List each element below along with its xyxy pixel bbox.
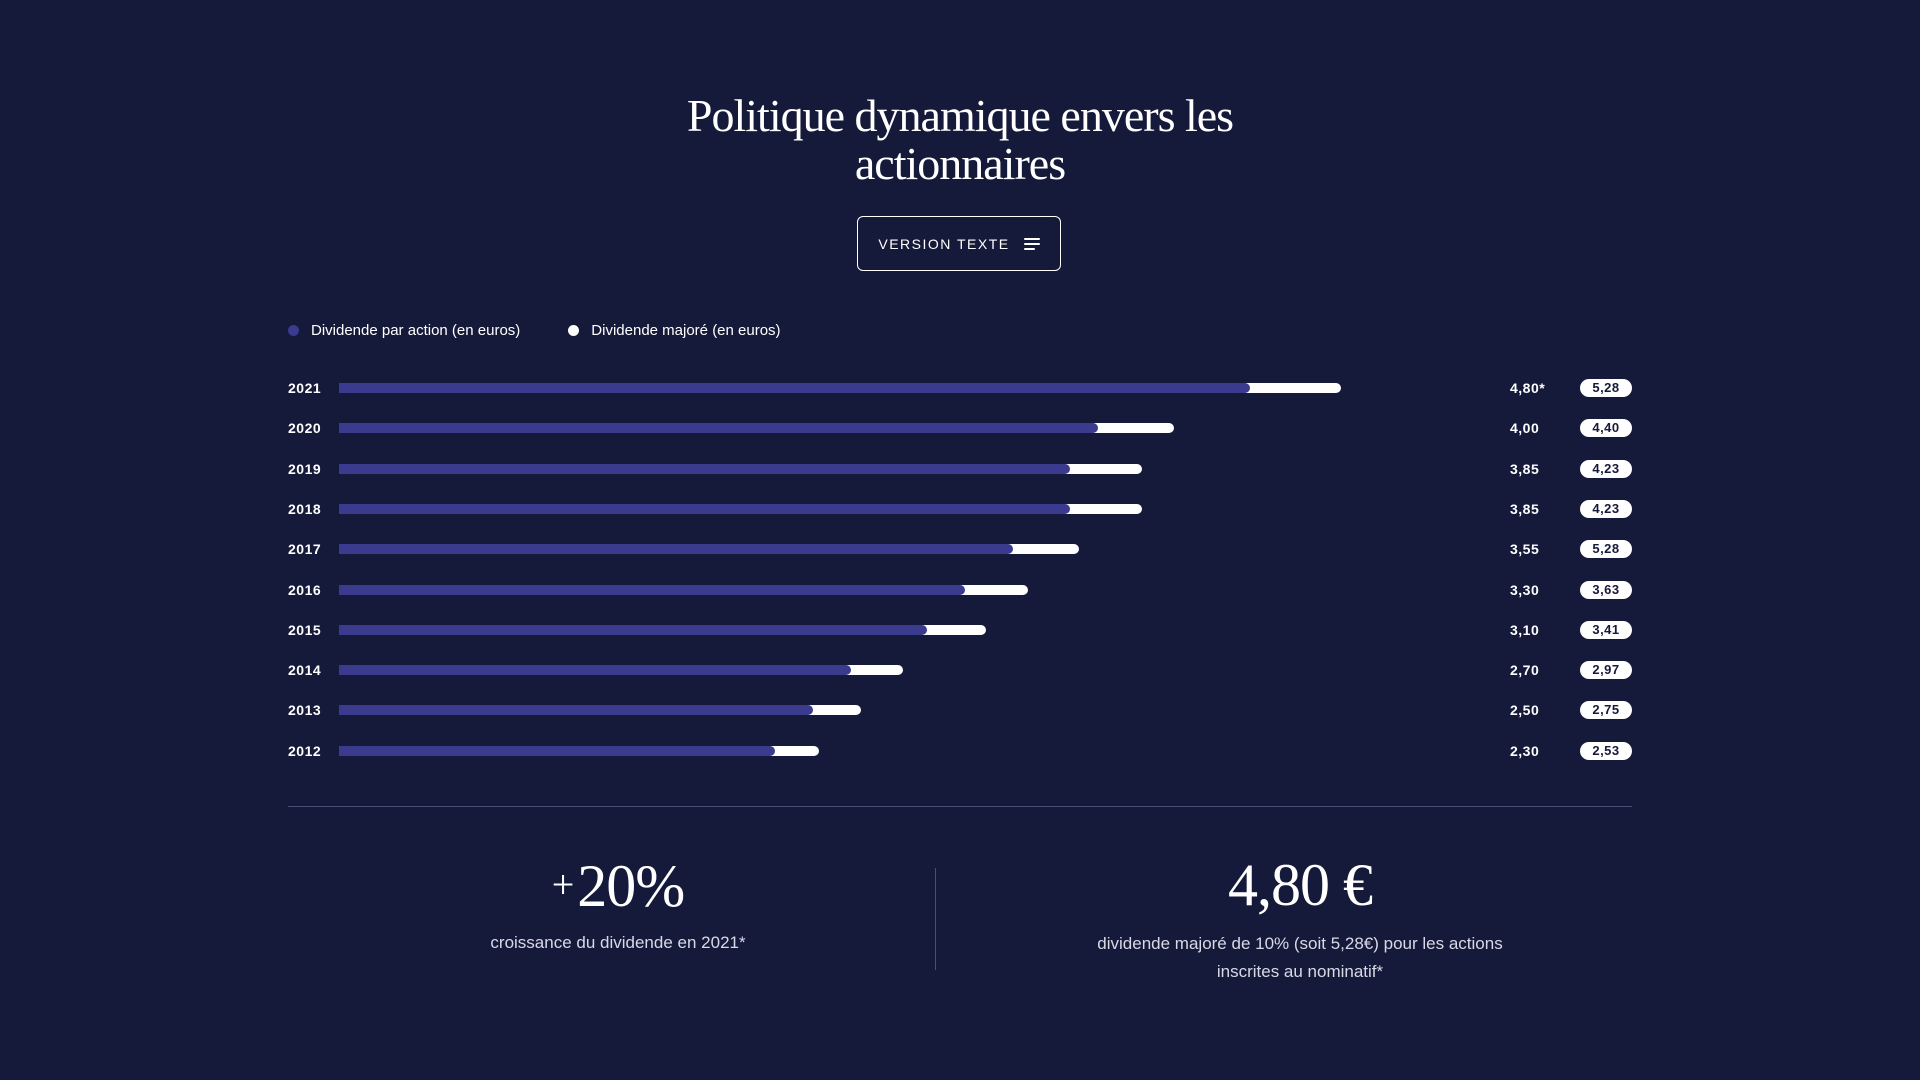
stats-divider — [935, 868, 936, 970]
stat-dividend-caption: dividende majoré de 10% (soit 5,28€) pou… — [1050, 930, 1550, 986]
legend-item-dividende-majore: Dividende majoré (en euros) — [568, 322, 781, 339]
stat-growth-caption: croissance du dividende en 2021* — [490, 933, 746, 952]
bar-dividende-majore-2019 — [339, 463, 1142, 474]
bar-dividende-2021 — [339, 383, 1250, 393]
section-divider — [288, 806, 1632, 807]
stat-growth: +20% croissance du dividende en 2021* — [400, 852, 836, 957]
value-dividende-majore-2015: 3,41 — [1580, 620, 1632, 639]
stat-growth-value: 20% — [577, 853, 685, 919]
year-label-2013: 2013 — [288, 702, 322, 719]
value-dividende-2014: 2,70 — [1510, 662, 1540, 679]
legend-label-dividende-majore: Dividende majoré (en euros) — [591, 322, 781, 339]
bar-dividende-majore-2014 — [339, 665, 903, 676]
value-dividende-2019: 3,85 — [1510, 460, 1540, 477]
bar-dividende-majore-2017 — [339, 544, 1080, 555]
stat-dividend-caption-line-2: inscrites au nominatif* — [1216, 962, 1384, 981]
legend-dot-blue-icon — [288, 325, 299, 336]
title-line-1: Politique dynamique envers les — [686, 90, 1234, 141]
page-title: Politique dynamique envers les actionnai… — [0, 92, 1920, 188]
stat-dividend: 4,80 € dividende majoré de 10% (soit 5,2… — [1050, 852, 1550, 986]
bar-dividende-majore-2012 — [339, 745, 820, 756]
bar-dividende-majore-2016 — [339, 584, 1028, 595]
value-dividende-majore-2014: 2,97 — [1580, 661, 1632, 680]
year-label-2018: 2018 — [288, 500, 322, 517]
bar-dividende-2017 — [339, 544, 1013, 555]
value-dividende-majore-2018: 4,23 — [1580, 499, 1632, 518]
value-dividende-2013: 2,50 — [1510, 702, 1540, 719]
legend-label-dividende: Dividende par action (en euros) — [311, 322, 521, 339]
value-dividende-majore-2017: 5,28 — [1580, 540, 1632, 559]
value-dividende-majore-2021: 5,28 — [1580, 379, 1632, 397]
value-dividende-2012: 2,30 — [1510, 742, 1540, 759]
bar-dividende-2019 — [339, 463, 1070, 474]
bar-dividende-majore-2018 — [339, 503, 1142, 514]
year-label-2021: 2021 — [288, 380, 322, 396]
value-dividende-2018: 3,85 — [1510, 500, 1540, 517]
text-lines-icon — [1023, 237, 1040, 250]
year-label-2014: 2014 — [288, 662, 322, 679]
stat-growth-prefix: + — [551, 862, 575, 907]
value-dividende-majore-2020: 4,40 — [1580, 419, 1632, 438]
bar-dividende-2015 — [339, 624, 928, 635]
bar-dividende-2018 — [339, 503, 1070, 514]
value-dividende-2017: 3,55 — [1510, 541, 1540, 558]
stat-dividend-value: 4,80 € — [1228, 852, 1373, 918]
version-texte-button[interactable]: VERSION TEXTE — [857, 216, 1061, 271]
bar-dividende-majore-2015 — [339, 624, 987, 635]
stat-growth-value-wrap: +20% — [400, 852, 836, 919]
year-label-2012: 2012 — [288, 742, 322, 759]
legend-dot-white-icon — [568, 325, 580, 336]
year-label-2016: 2016 — [288, 581, 322, 598]
bar-dividende-majore-2020 — [339, 423, 1174, 434]
chart-legend: Dividende par action (en euros) Dividend… — [288, 322, 781, 339]
stat-dividend-caption-line-1: dividende majoré de 10% (soit 5,28€) pou… — [1097, 934, 1503, 953]
year-label-2017: 2017 — [288, 541, 322, 558]
bar-dividende-2016 — [339, 584, 966, 595]
value-dividende-majore-2012: 2,53 — [1580, 741, 1632, 760]
year-label-2015: 2015 — [288, 621, 322, 638]
value-dividende-majore-2019: 4,23 — [1580, 459, 1632, 478]
value-dividende-majore-2016: 3,63 — [1580, 580, 1632, 599]
bar-dividende-2012 — [339, 745, 776, 756]
value-dividende-2016: 3,30 — [1510, 581, 1540, 598]
bar-dividende-2014 — [339, 665, 852, 676]
version-texte-label: VERSION TEXTE — [878, 235, 1010, 252]
value-dividende-majore-2013: 2,75 — [1580, 701, 1632, 720]
bar-dividende-majore-2021 — [339, 383, 1341, 393]
value-dividende-2015: 3,10 — [1510, 621, 1540, 638]
year-label-2019: 2019 — [288, 460, 322, 477]
bar-dividende-majore-2013 — [339, 705, 861, 716]
value-dividende-2020: 4,00 — [1510, 420, 1540, 437]
bar-dividende-2013 — [339, 705, 814, 716]
year-label-2020: 2020 — [288, 420, 322, 437]
title-line-2: actionnaires — [854, 138, 1066, 189]
legend-item-dividende: Dividende par action (en euros) — [288, 322, 520, 339]
value-dividende-2021: 4,80* — [1510, 380, 1546, 396]
bar-dividende-2020 — [339, 423, 1099, 434]
